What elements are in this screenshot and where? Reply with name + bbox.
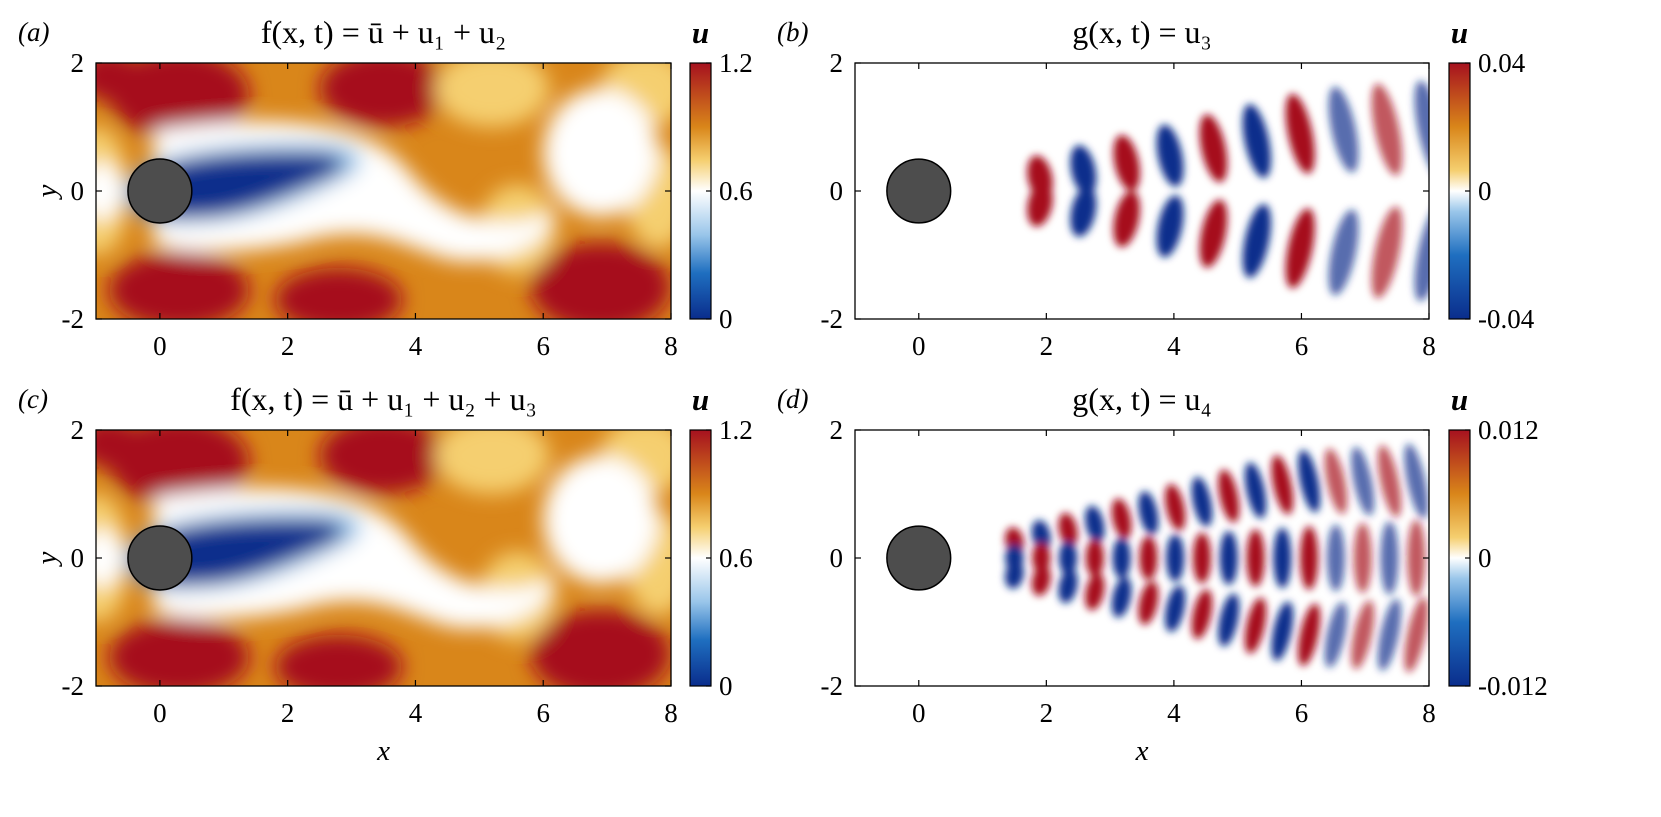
x-tick-label: 4 [1167,698,1181,728]
colorbar-tick-label: 0.6 [719,176,753,206]
y-tick-label: -2 [821,304,844,334]
y-tick-label: 2 [830,48,844,78]
panel-title: f(x, t) = ū + u₁ + u₂ + u₃ [230,381,537,417]
x-tick-label: 6 [1295,331,1309,361]
colorbar-label: u [692,382,709,417]
y-tick-label: 2 [71,415,85,445]
x-tick-label: 6 [536,698,550,728]
panel-label: (a) [18,17,49,47]
colorbar: u 0.012 0 -0.012 [1448,382,1548,701]
colorbar-tick-label: 0 [719,304,733,334]
cylinder-obstacle [127,158,193,224]
panel-title: f(x, t) = ū + u₁ + u₂ [261,14,506,50]
x-tick-label: 6 [536,331,550,361]
colorbar-tick-label: 0 [1478,543,1492,573]
x-tick-label: 0 [153,698,167,728]
x-tick-label: 8 [1422,698,1436,728]
colorbar-tick-label: 1.2 [719,415,753,445]
x-tick-label: 0 [912,331,926,361]
x-tick-label: 2 [281,331,295,361]
y-tick-label: -2 [821,671,844,701]
colorbar-tick-label: 1.2 [719,48,753,78]
x-tick-label: 4 [1167,331,1181,361]
colorbar-tick-label: 0.04 [1478,48,1526,78]
x-tick-label: 2 [1040,698,1054,728]
panel-label: (b) [777,17,808,47]
cylinder-obstacle [886,525,952,591]
colorbar-tick-label: 0.012 [1478,415,1539,445]
colorbar-label: u [692,15,709,50]
y-tick-label: -2 [62,671,85,701]
panel-label: (c) [18,384,48,414]
colorbar-label: u [1451,382,1468,417]
x-tick-label: 8 [1422,331,1436,361]
cylinder-obstacle [127,525,193,591]
y-axis-label: y [31,184,63,200]
y-tick-label: 0 [830,543,844,573]
colorbar-tick-label: 0 [1478,176,1492,206]
x-tick-label: 4 [409,698,423,728]
panel-title: g(x, t) = u₃ [1072,14,1211,50]
y-tick-label: 2 [71,48,85,78]
cylinder-obstacle [886,158,952,224]
x-axis-label: x [1135,735,1149,767]
colorbar-tick-label: -0.012 [1478,671,1548,701]
x-tick-label: 2 [281,698,295,728]
x-tick-label: 4 [409,331,423,361]
colorbar-label: u [1451,15,1468,50]
colorbar: u 1.2 0.6 0 [689,382,753,701]
x-tick-label: 8 [664,331,678,361]
x-tick-label: 6 [1295,698,1309,728]
heatmap-field [96,430,671,686]
x-tick-label: 8 [664,698,678,728]
colorbar-tick-label: 0 [719,671,733,701]
y-tick-label: 0 [71,543,85,573]
colorbar-tick-label: 0.6 [719,543,753,573]
panel-label: (d) [777,384,808,414]
y-axis-label: y [31,551,63,567]
y-tick-label: -2 [62,304,85,334]
colorbar: u 1.2 0.6 0 [689,15,753,334]
x-tick-label: 0 [153,331,167,361]
y-tick-label: 0 [830,176,844,206]
panel-a: 0 2 4 6 8 2 0 -2 (a) f(x, t) = ū + u₁ + u₂ y u 1.2 0.… [18,14,753,361]
panel-title: g(x, t) = u₄ [1072,381,1211,417]
colorbar-tick-label: -0.04 [1478,304,1535,334]
y-tick-label: 2 [830,415,844,445]
x-axis-label: x [376,735,390,767]
panel-b: 0 2 4 6 8 2 0 -2 (b) g(x, t) = u₃ u 0.04 0 -0.04 [777,14,1535,361]
panel-c: 0 2 4 6 8 2 0 -2 (c) f(x, t) = ū + u₁ + u₂ + u₃ y x… [18,381,753,767]
colorbar: u 0.04 0 -0.04 [1448,15,1535,334]
x-tick-label: 2 [1040,331,1054,361]
y-tick-label: 0 [71,176,85,206]
x-tick-label: 0 [912,698,926,728]
panel-d: 0 2 4 6 8 2 0 -2 (d) g(x, t) = u₄ x u 0.012 0 -0.012 [777,381,1548,767]
